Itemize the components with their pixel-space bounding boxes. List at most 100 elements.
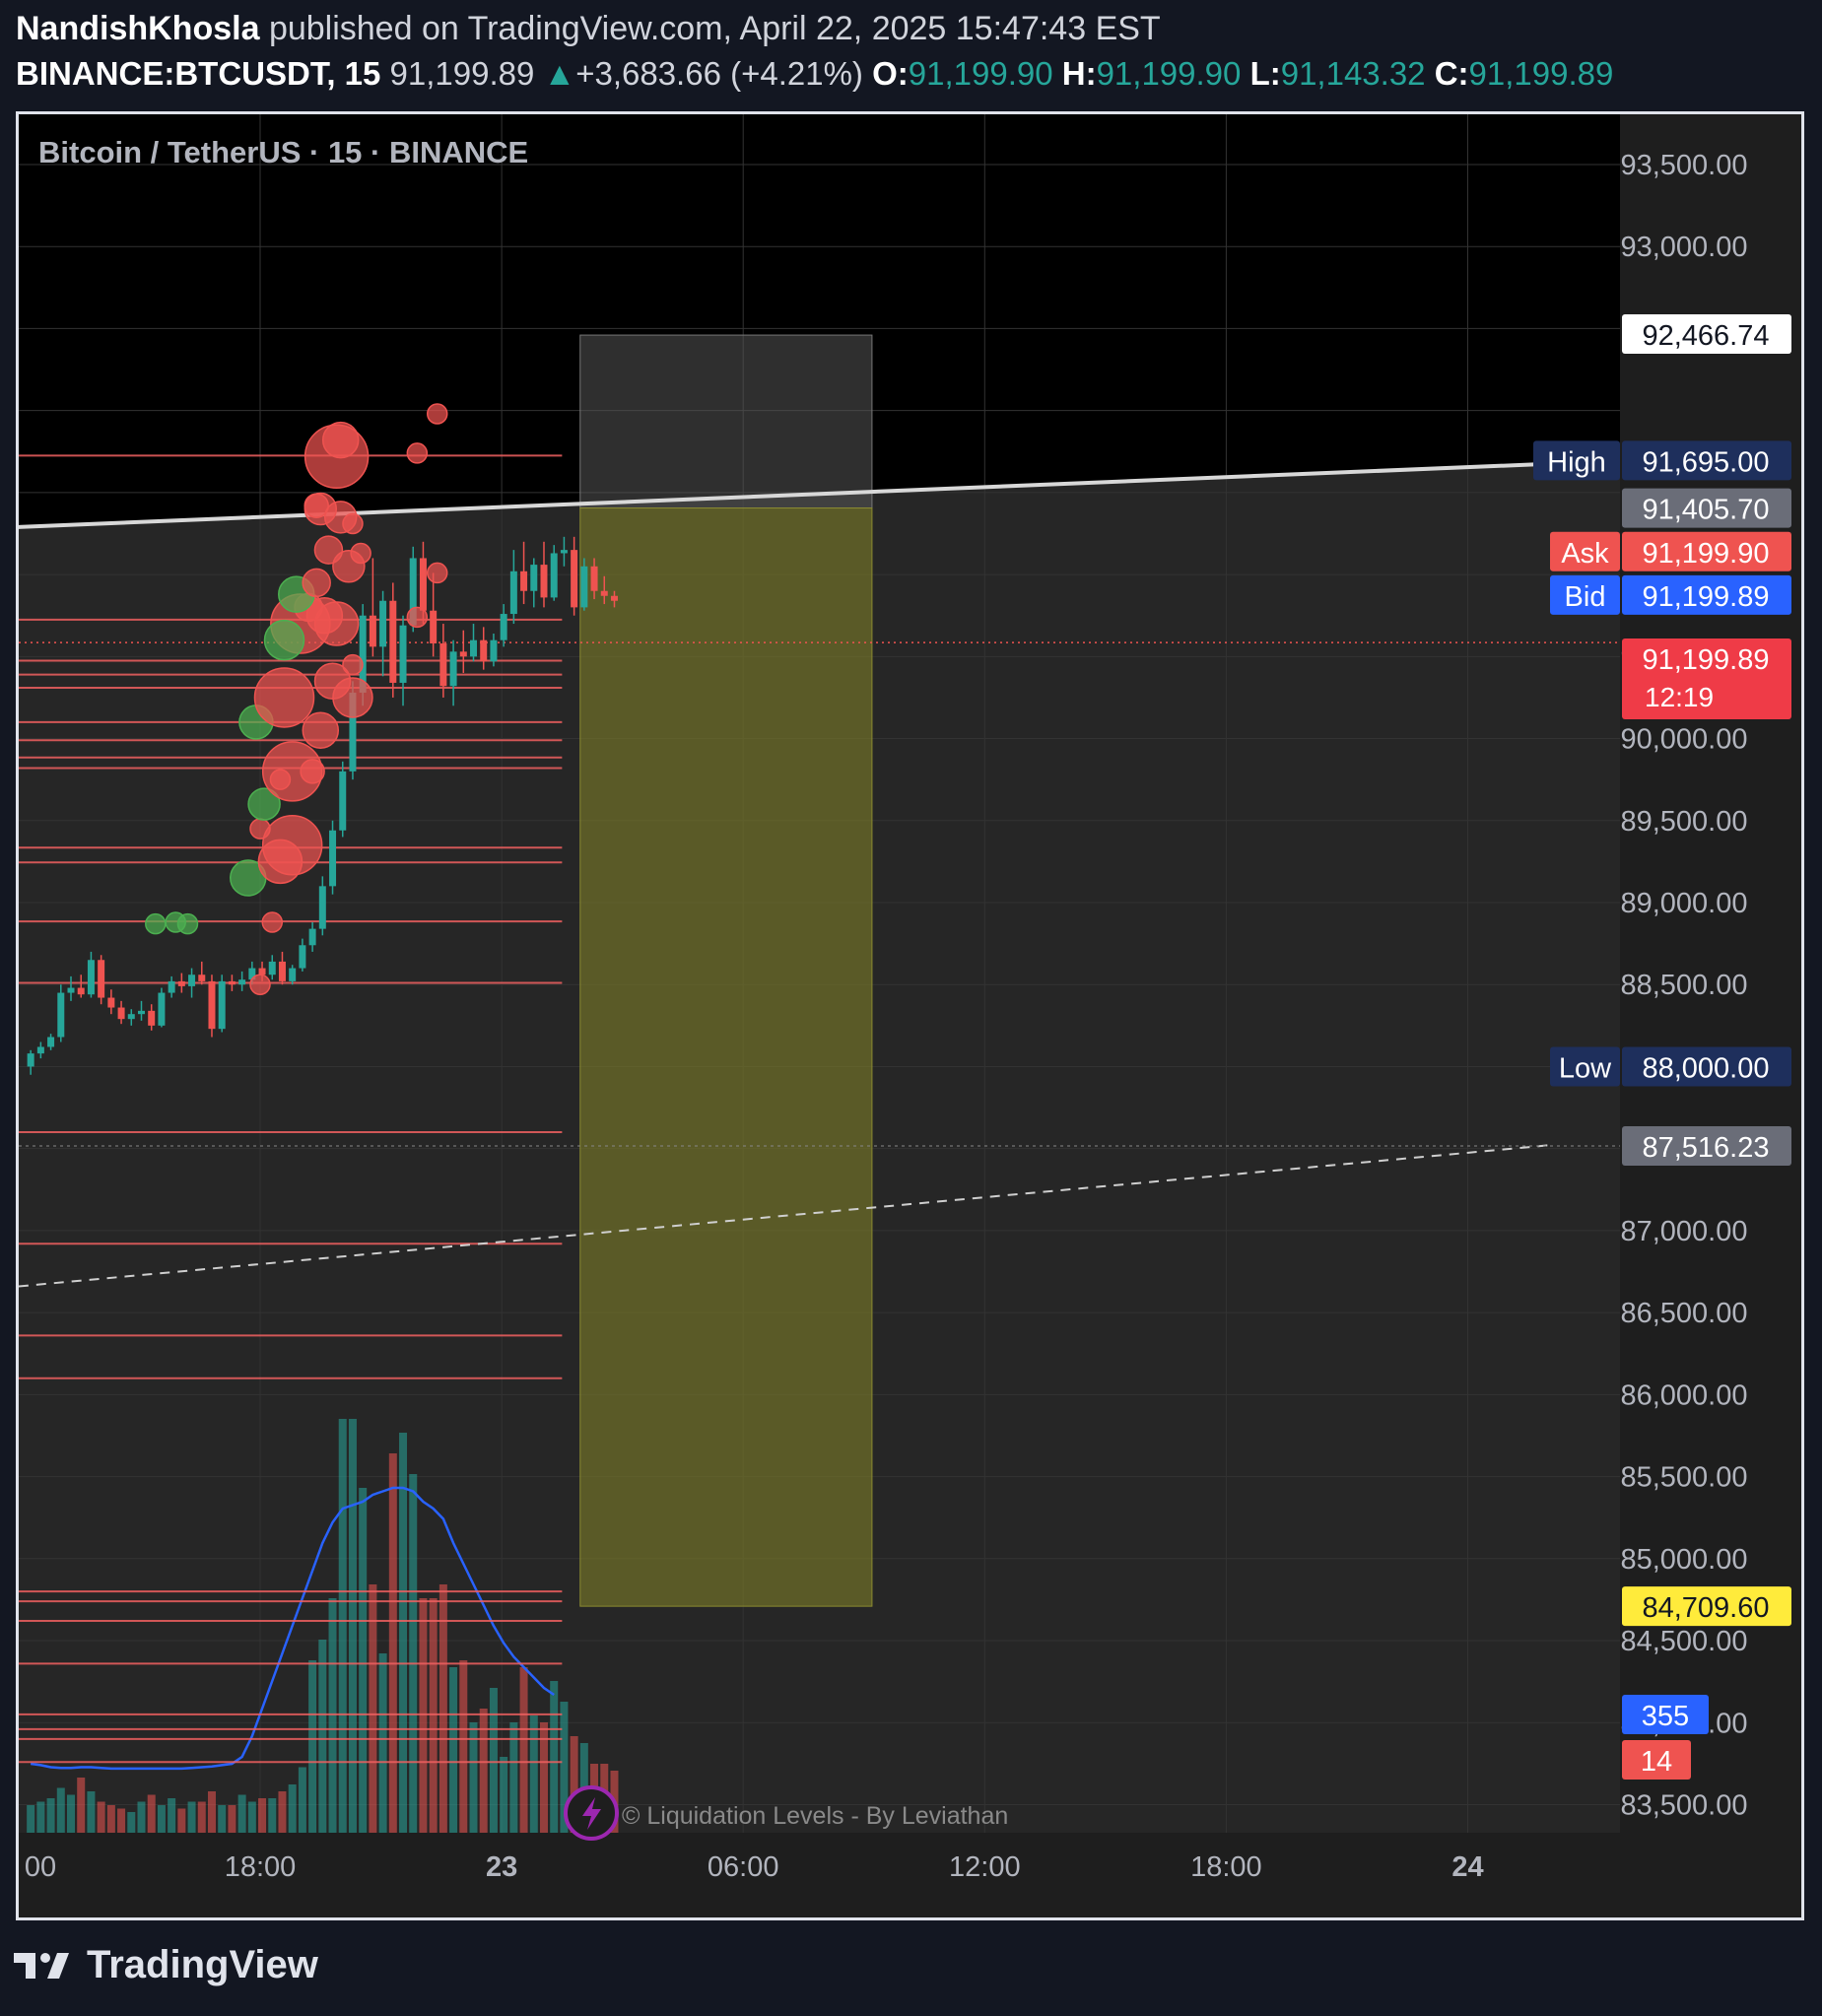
price-label[interactable]: 91,199.90 Ask [1550,531,1791,571]
candle-body[interactable] [198,974,206,981]
candle-body[interactable] [208,980,216,1030]
candle-body[interactable] [117,1007,125,1020]
candle-body[interactable] [369,615,376,647]
liquidation-bubble[interactable] [406,442,429,464]
lower-trendline-dashed[interactable] [18,1144,1549,1288]
price-label[interactable]: 91,199.89 12:19 [1622,638,1791,719]
candle-body[interactable] [218,980,226,1030]
candle-body[interactable] [57,992,65,1038]
candle-body[interactable] [158,992,166,1026]
candle-body[interactable] [430,610,438,644]
candle-body[interactable] [459,651,467,657]
liquidation-bubble[interactable] [176,912,199,935]
candle-body[interactable] [248,968,256,980]
chart-canvas[interactable]: 93,500.0093,000.0090,500.0090,000.0089,5… [18,114,1801,1917]
price-label[interactable]: 91,405.70 [1622,488,1791,528]
candle-body[interactable] [560,550,568,554]
candle-body[interactable] [550,553,558,598]
candle-body[interactable] [339,771,347,831]
candle-body[interactable] [409,558,417,626]
price-label[interactable]: 91,199.89 Bid [1550,574,1791,615]
candle-body[interactable] [177,980,185,986]
candle-body[interactable] [449,651,457,687]
liquidation-bubble[interactable] [261,814,323,876]
candle-body[interactable] [329,830,337,887]
liquidation-bubble[interactable] [321,421,360,459]
candle-body[interactable] [289,968,297,981]
price-label[interactable]: 91,695.00 High [1533,440,1791,481]
candle-body[interactable] [168,980,175,993]
candle-body[interactable] [530,565,538,591]
liquidation-bubble[interactable] [261,911,284,933]
liquidation-bubble[interactable] [249,974,271,995]
candle-body[interactable] [600,590,608,596]
candle-body[interactable] [520,571,528,591]
candle-body[interactable] [268,961,276,975]
liquidation-bubble[interactable] [426,562,448,584]
candle-body[interactable] [470,639,478,657]
chart-frame[interactable]: 93,500.0093,000.0090,500.0090,000.0089,5… [16,111,1804,1920]
candle-body[interactable] [308,928,316,946]
candle-body[interactable] [480,639,488,662]
candle-body[interactable] [87,960,95,995]
candle-body[interactable] [399,625,407,683]
candle-body[interactable] [299,945,306,969]
candle-body[interactable] [228,980,236,985]
liquidation-bubble[interactable] [426,403,448,425]
liquidation-bubble[interactable] [253,667,315,728]
price-label[interactable]: 92,466.74 [1622,313,1791,354]
candle-body[interactable] [419,558,427,611]
liquidation-bubble[interactable] [350,542,371,565]
candle-body[interactable] [238,979,246,985]
liquidation-bubble[interactable] [247,787,281,821]
candle-body[interactable] [490,639,498,662]
symbol-label[interactable]: BINANCE:BTCUSDT, 15 [16,55,381,92]
candle-body[interactable] [359,615,367,693]
candle-body[interactable] [500,614,507,640]
candle-body[interactable] [188,974,196,986]
liquidation-bubble[interactable] [342,512,364,535]
candle-body[interactable] [137,1010,145,1015]
candle-body[interactable] [47,1037,55,1047]
candle-body[interactable] [77,987,85,995]
candle-body[interactable] [379,600,387,647]
liquidation-bubble[interactable] [145,912,167,935]
candle-body[interactable] [389,600,397,683]
target-zone-upper[interactable] [579,334,873,509]
candle-body[interactable] [107,997,115,1008]
author-name[interactable]: NandishKhosla [16,10,260,47]
liquidation-bubble[interactable] [406,606,429,629]
candle-body[interactable] [540,565,548,598]
candle-body[interactable] [127,1014,135,1020]
candle-body[interactable] [571,550,578,608]
candle-body[interactable] [148,1010,156,1026]
liquidation-bubble[interactable] [269,769,292,790]
tradingview-footer[interactable]: TradingView [14,1943,318,1987]
liquidation-bubble[interactable] [313,662,352,701]
candle-body[interactable] [67,987,75,993]
candle-body[interactable] [278,961,286,981]
liquidation-bubble[interactable] [263,619,305,661]
candle-body[interactable] [590,566,598,591]
price-label[interactable]: 84,709.60 [1622,1586,1791,1627]
liquidation-bubble[interactable] [300,759,325,784]
candle-body[interactable] [580,566,588,608]
liquidation-bubble[interactable] [342,653,364,676]
price-label[interactable]: 87,516.23 [1622,1125,1791,1166]
price-label[interactable]: 88,000.00 Low [1550,1046,1791,1087]
liquidation-bubble[interactable] [313,601,360,646]
liquidation-bubble[interactable] [302,568,331,598]
candle-body[interactable] [318,886,326,929]
target-zone-lower[interactable] [579,507,873,1607]
liquidation-bubble[interactable] [304,493,329,518]
candle-body[interactable] [36,1046,44,1054]
liquidation-bubble[interactable] [302,711,340,749]
candle-body[interactable] [258,968,266,975]
candle-body[interactable] [439,643,447,687]
candle-body[interactable] [509,571,517,615]
candle-body[interactable] [349,692,357,772]
candle-body[interactable] [610,595,618,601]
candle-body[interactable] [98,960,105,998]
upper-trendline[interactable] [18,461,1549,529]
candle-body[interactable] [27,1053,34,1067]
